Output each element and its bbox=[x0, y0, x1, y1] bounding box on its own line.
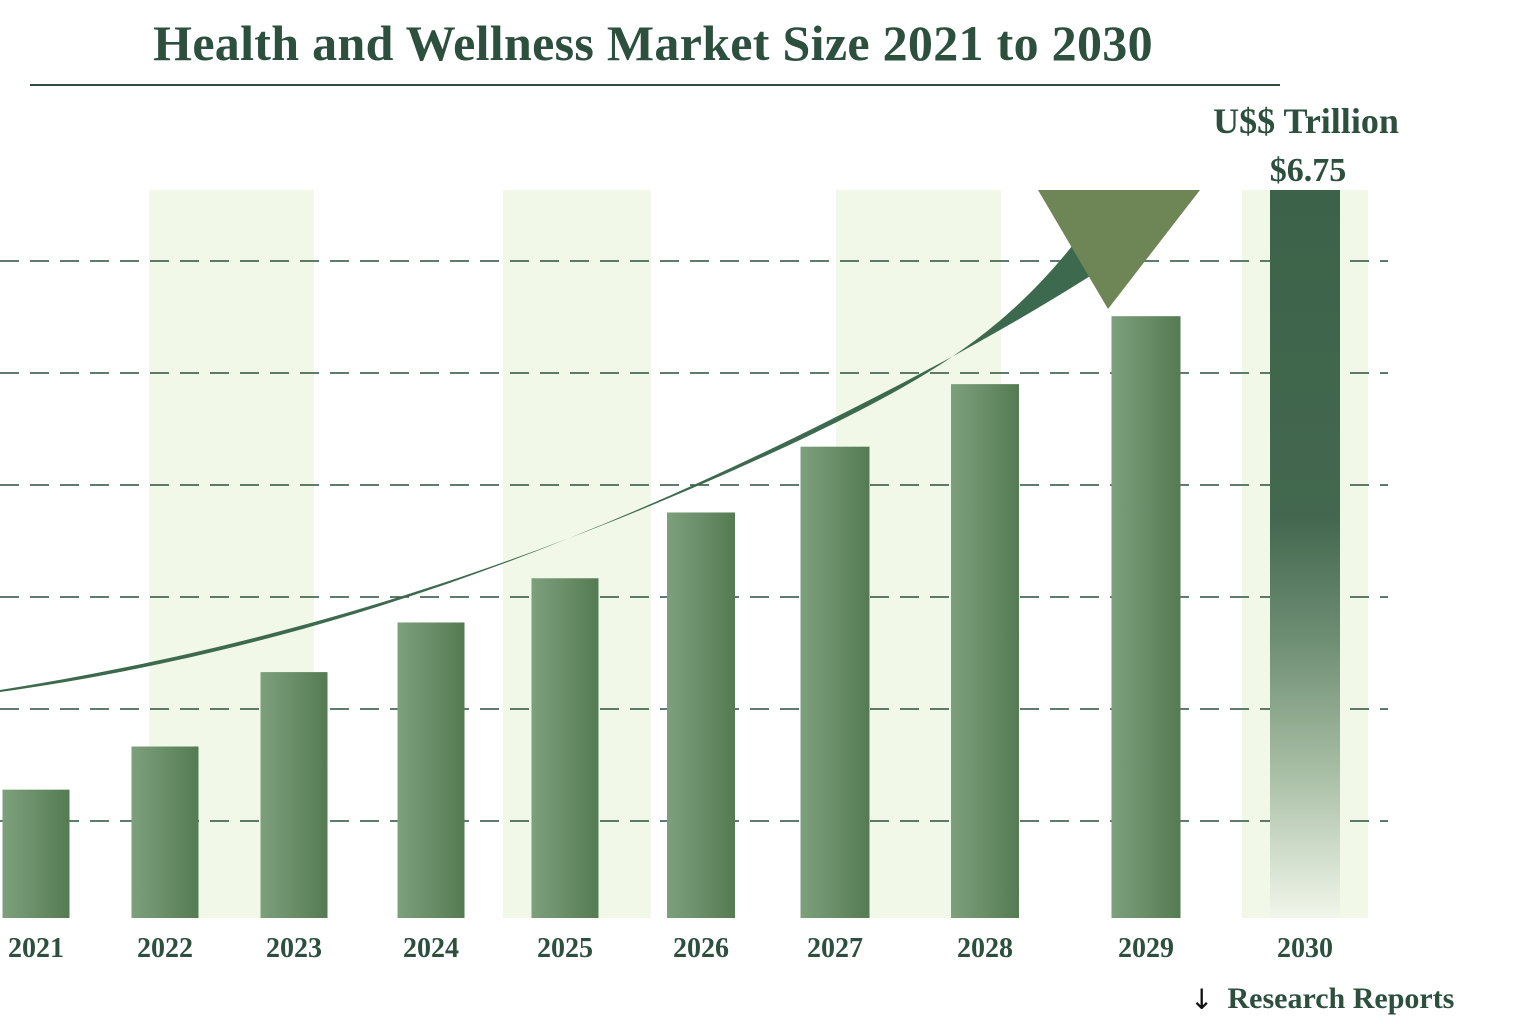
bar-2021 bbox=[2, 789, 70, 918]
x-tick-label: 2026 bbox=[673, 933, 729, 964]
x-tick-label: 2029 bbox=[1118, 933, 1174, 964]
bar-2030 bbox=[1270, 190, 1340, 918]
trend-arrow-head bbox=[1038, 190, 1200, 309]
unit-label: U$$ Trillion bbox=[1213, 101, 1399, 141]
title-divider bbox=[30, 84, 1280, 86]
x-tick-label: 2022 bbox=[137, 933, 193, 964]
bar-2023 bbox=[260, 672, 328, 918]
footer-label: Research Reports bbox=[1227, 982, 1455, 1015]
x-tick-label: 2024 bbox=[403, 933, 459, 964]
chart-title: Health and Wellness Market Size 2021 to … bbox=[153, 15, 1153, 71]
bar-2025 bbox=[531, 578, 599, 918]
x-tick-label: 2030 bbox=[1277, 933, 1333, 964]
x-tick-label: 2025 bbox=[537, 933, 593, 964]
bar-2027 bbox=[800, 446, 870, 918]
down-arrow-icon: ↓ bbox=[1190, 982, 1214, 1016]
x-tick-label: 2021 bbox=[8, 933, 64, 964]
bar-2024 bbox=[397, 622, 465, 918]
bar-2029 bbox=[1111, 316, 1181, 919]
data-label: $6.75 bbox=[1270, 152, 1347, 189]
x-tick-label: 2027 bbox=[807, 933, 863, 964]
bar-2022 bbox=[131, 746, 199, 918]
x-tick-label: 2023 bbox=[266, 933, 322, 964]
x-tick-label: 2028 bbox=[957, 933, 1013, 964]
bar-2028 bbox=[951, 384, 1019, 919]
bar-2026 bbox=[667, 512, 735, 918]
research-reports-link[interactable]: ↓ Research Reports bbox=[1190, 982, 1454, 1016]
